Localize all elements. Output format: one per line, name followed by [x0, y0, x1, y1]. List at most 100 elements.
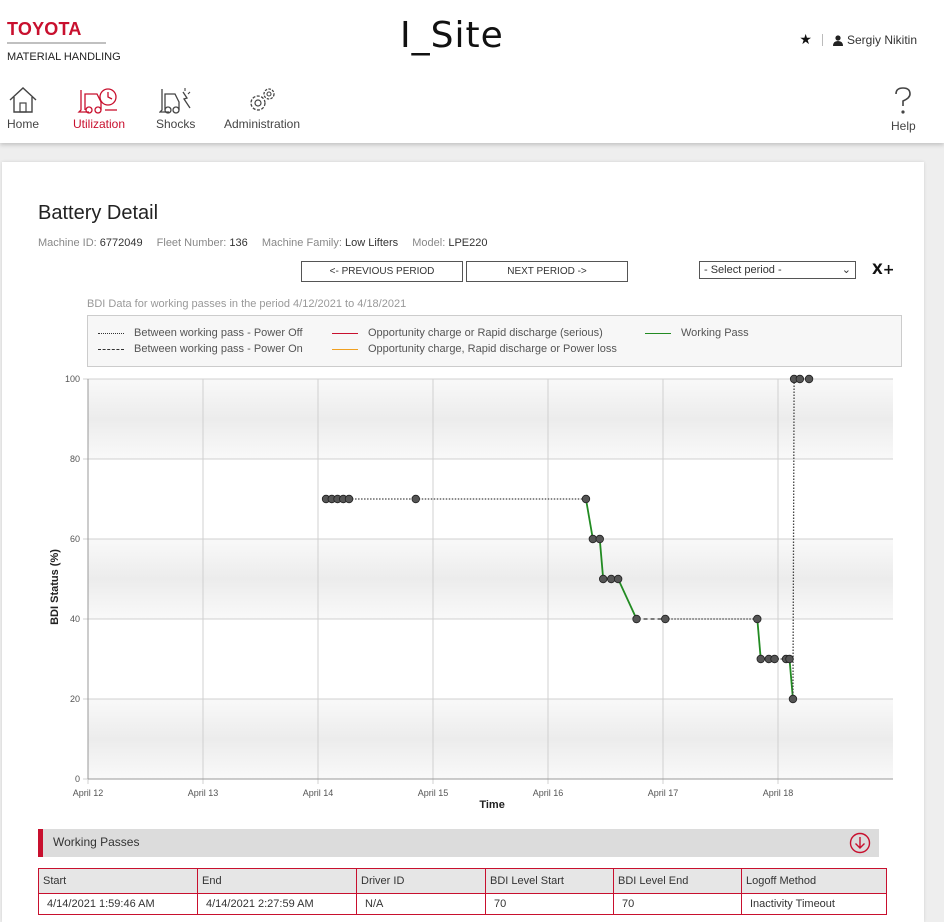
previous-period-button[interactable]: <- PREVIOUS PERIOD — [301, 261, 463, 282]
data-point — [581, 494, 591, 504]
brand-name: TOYOTA — [7, 19, 82, 39]
legend-item-working-pass[interactable]: Working Pass — [645, 327, 749, 339]
data-point — [661, 614, 670, 624]
y-tick-label: 60 — [70, 534, 80, 544]
cell-end: 4/14/2021 2:27:59 AM — [197, 893, 357, 915]
data-point — [756, 654, 765, 664]
legend-label: Between working pass - Power Off — [134, 327, 303, 339]
data-point — [613, 574, 623, 584]
plot-band — [88, 539, 893, 619]
next-period-button[interactable]: NEXT PERIOD -> — [466, 261, 628, 282]
x-tick-label: April 13 — [188, 788, 219, 798]
y-tick-label: 80 — [70, 454, 80, 464]
nav-home-label: Home — [7, 117, 40, 131]
legend-item-power-loss[interactable]: Opportunity charge, Rapid discharge or P… — [332, 343, 617, 355]
cell-bdi-end: 70 — [613, 893, 742, 915]
period-select-value: - Select period - — [704, 264, 782, 276]
question-mark-icon — [895, 87, 912, 114]
data-point — [804, 374, 814, 384]
column-header-driver-id[interactable]: Driver ID — [356, 868, 486, 894]
y-tick-label: 0 — [75, 774, 80, 784]
y-tick-label: 40 — [70, 614, 80, 624]
series-segment-working — [617, 578, 638, 620]
nav-utilization[interactable]: Utilization — [73, 86, 125, 131]
column-header-end[interactable]: End — [197, 868, 357, 894]
table-row[interactable]: 4/14/2021 1:59:46 AM 4/14/2021 2:27:59 A… — [38, 893, 887, 915]
working-passes-title: Working Passes — [53, 835, 140, 849]
data-point — [595, 534, 604, 544]
period-select[interactable]: - Select period - ⌄ — [699, 261, 856, 279]
chart-legend: Between working pass - Power Off Between… — [87, 315, 902, 367]
column-header-start[interactable]: Start — [38, 868, 198, 894]
brand-divider — [7, 42, 106, 44]
page-title: Battery Detail — [38, 202, 159, 224]
bdi-chart[interactable]: 0 20 40 60 80 100 April 12 April 13 April 14 Apri… — [38, 370, 898, 819]
x-tick-label: April 16 — [533, 788, 564, 798]
column-header-logoff-method[interactable]: Logoff Method — [741, 868, 887, 894]
machine-meta: Machine ID: 6772049 Fleet Number: 136 Ma… — [38, 237, 499, 249]
y-tick-label: 100 — [65, 374, 80, 384]
legend-swatch — [645, 332, 671, 334]
user-area: ★ Sergiy Nikitin — [799, 32, 917, 48]
legend-item-serious[interactable]: Opportunity charge or Rapid discharge (s… — [332, 327, 603, 339]
x-tick-label: April 14 — [303, 788, 334, 798]
legend-label: Opportunity charge or Rapid discharge (s… — [368, 327, 603, 339]
data-point — [632, 614, 641, 624]
legend-label: Between working pass - Power On — [134, 343, 303, 355]
legend-item-power-on[interactable]: Between working pass - Power On — [98, 343, 303, 355]
column-header-bdi-start[interactable]: BDI Level Start — [485, 868, 614, 894]
nav-help[interactable]: Help — [891, 86, 916, 133]
user-icon — [832, 34, 843, 46]
legend-swatch — [98, 332, 124, 334]
data-point — [588, 534, 598, 544]
arrow-down-circle-icon[interactable] — [849, 832, 871, 854]
model-value: LPE220 — [448, 237, 488, 249]
nav-home[interactable]: Home — [7, 86, 39, 131]
data-point — [770, 654, 779, 664]
data-point — [795, 374, 805, 384]
nav-help-label: Help — [891, 119, 916, 133]
plot-band — [88, 699, 893, 779]
username[interactable]: Sergiy Nikitin — [846, 33, 917, 47]
nav-utilization-label: Utilization — [73, 117, 126, 131]
forklift-clock-icon — [77, 88, 118, 114]
x-tick-label: April 12 — [73, 788, 104, 798]
nav-administration[interactable]: Administration — [224, 86, 300, 131]
working-passes-table: Start End Driver ID BDI Level Start BDI … — [38, 868, 887, 915]
chart-caption: BDI Data for working passes in the perio… — [87, 298, 407, 310]
brand-logo[interactable]: TOYOTA MATERIAL HANDLING — [7, 19, 121, 63]
legend-label: Working Pass — [681, 327, 749, 339]
legend-swatch — [332, 348, 358, 350]
legend-item-power-off[interactable]: Between working pass - Power Off — [98, 327, 303, 339]
fleet-number-value: 136 — [229, 237, 248, 249]
clear-zoom-button[interactable]: X+ — [872, 262, 895, 278]
legend-label: Opportunity charge, Rapid discharge or P… — [368, 343, 617, 355]
legend-swatch — [332, 332, 358, 334]
column-header-bdi-end[interactable]: BDI Level End — [613, 868, 742, 894]
content-panel: Battery Detail Machine ID: 6772049 Fleet… — [2, 162, 924, 922]
x-axis-label: Time — [479, 799, 504, 811]
model-label: Model: — [412, 237, 446, 249]
app-title: I_Site — [400, 15, 504, 56]
series-segment-working — [756, 618, 762, 660]
y-axis-label: BDI Status (%) — [49, 549, 61, 625]
x-tick-label: April 15 — [418, 788, 449, 798]
x-tick-label: April 17 — [648, 788, 679, 798]
separator — [821, 34, 823, 46]
data-point — [607, 574, 616, 584]
star-icon[interactable]: ★ — [799, 32, 812, 48]
cell-start: 4/14/2021 1:59:46 AM — [38, 893, 198, 915]
working-passes-header[interactable]: Working Passes — [38, 829, 879, 857]
app-header: TOYOTA MATERIAL HANDLING I_Site ★ Sergiy… — [0, 0, 944, 143]
data-point — [788, 694, 798, 704]
y-tick-label: 20 — [70, 694, 80, 704]
gears-icon — [250, 88, 275, 111]
series-segment-working — [585, 498, 594, 540]
table-header-row: Start End Driver ID BDI Level Start BDI … — [38, 868, 887, 894]
series-segment-power-off — [792, 378, 795, 700]
plot-band — [88, 379, 893, 459]
nav-shocks[interactable]: Shocks — [156, 86, 195, 131]
nav-shocks-label: Shocks — [156, 117, 196, 131]
fleet-number-label: Fleet Number: — [156, 237, 227, 249]
data-point — [411, 494, 420, 504]
